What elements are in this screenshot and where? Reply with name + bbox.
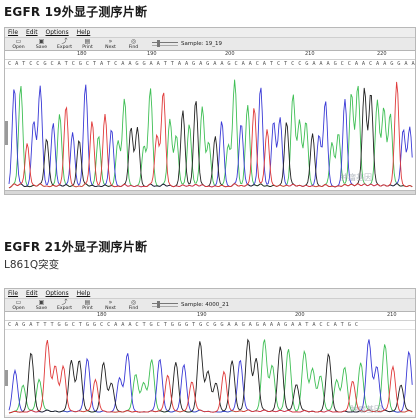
trace-T [8, 81, 413, 189]
find-button[interactable]: ◎ Find [128, 37, 139, 50]
chromatogram-viewer-exon21: File Edit Options Help ▭ Open ▣ Save ⤴ Expo… [4, 288, 416, 418]
section1-title: EGFR 19外显子测序片断 [4, 5, 148, 19]
print-icon: ▤ [84, 37, 91, 45]
next-button[interactable]: » Next [105, 37, 116, 50]
export-icon: ⤴ [61, 37, 68, 45]
find-button[interactable]: ◎ Find [128, 298, 139, 311]
save-button[interactable]: ▣ Save [35, 298, 48, 311]
menu-edit[interactable]: Edit [25, 29, 38, 36]
section2-title: EGFR 21外显子测序片断 [4, 240, 148, 254]
menu-help[interactable]: Help [76, 290, 91, 297]
sample-name: Sample: 4000_21 [181, 302, 229, 308]
position-ruler: 180 190 200 210 [5, 312, 415, 321]
ruler-tick: 180 [77, 51, 87, 57]
trace-svg [8, 79, 413, 189]
vertical-scroll-handle[interactable] [5, 370, 8, 386]
mutation-label: L861Q突变 [4, 259, 60, 271]
watermark: 肿瘤基因 [340, 173, 372, 182]
base-calls: C A G A T T T G G C T G G C C A A A C T … [5, 321, 415, 329]
vertical-scroll-handle[interactable] [5, 121, 8, 145]
menu-edit[interactable]: Edit [25, 290, 38, 297]
base-calls: C A T C C G C A T C G C T A T C A A G G … [5, 60, 415, 68]
folder-icon: ▭ [15, 298, 22, 306]
save-icon: ▣ [38, 37, 45, 45]
zoom-slider[interactable] [152, 301, 178, 308]
toolbar: ▭ Open ▣ Save ⤴ Export ▤ Print » Next ◎ Find S… [5, 298, 415, 312]
folder-icon: ▭ [15, 37, 22, 45]
position-ruler: 180 190 200 210 220 [5, 51, 415, 60]
save-button[interactable]: ▣ Save [35, 37, 48, 50]
next-icon: » [108, 298, 113, 306]
chromatogram-trace [5, 329, 415, 415]
ruler-tick: 180 [97, 312, 107, 318]
watermark: 肿瘤基因 [350, 405, 382, 414]
menu-options[interactable]: Options [45, 29, 69, 36]
export-button[interactable]: ⤴ Export [56, 37, 73, 50]
menu-help[interactable]: Help [76, 29, 91, 36]
toolbar: ▭ Open ▣ Save ⤴ Export ▤ Print » Next ◎ Find S… [5, 37, 415, 51]
ruler-tick: 190 [197, 312, 207, 318]
export-button[interactable]: ⤴ Export [56, 298, 73, 311]
trace-svg [8, 338, 413, 414]
chromatogram-viewer-exon19: File Edit Options Help ▭ Open ▣ Save ⤴ Expo… [4, 27, 416, 195]
ruler-tick: 220 [377, 51, 387, 57]
next-icon: » [108, 37, 113, 45]
open-button[interactable]: ▭ Open [12, 37, 25, 50]
ruler-tick: 210 [305, 51, 315, 57]
menu-bar: File Edit Options Help [5, 28, 415, 37]
open-button[interactable]: ▭ Open [12, 298, 25, 311]
next-button[interactable]: » Next [105, 298, 116, 311]
trace-G [8, 338, 413, 414]
zoom-slider[interactable] [152, 40, 178, 47]
horizontal-scrollbar[interactable] [5, 190, 415, 194]
ruler-tick: 210 [387, 312, 397, 318]
ruler-tick: 200 [225, 51, 235, 57]
print-button[interactable]: ▤ Print [82, 37, 93, 50]
ruler-tick: 200 [295, 312, 305, 318]
menu-file[interactable]: File [8, 29, 19, 36]
print-icon: ▤ [84, 298, 91, 306]
menu-bar: File Edit Options Help [5, 289, 415, 298]
export-icon: ⤴ [61, 298, 68, 306]
chromatogram-trace [5, 68, 415, 190]
sample-name: Sample: 19_19 [181, 41, 222, 47]
ruler-tick: 190 [147, 51, 157, 57]
menu-file[interactable]: File [8, 290, 19, 297]
find-icon: ◎ [130, 298, 137, 306]
find-icon: ◎ [130, 37, 137, 45]
menu-options[interactable]: Options [45, 290, 69, 297]
save-icon: ▣ [38, 298, 45, 306]
print-button[interactable]: ▤ Print [82, 298, 93, 311]
trace-T [8, 339, 413, 414]
